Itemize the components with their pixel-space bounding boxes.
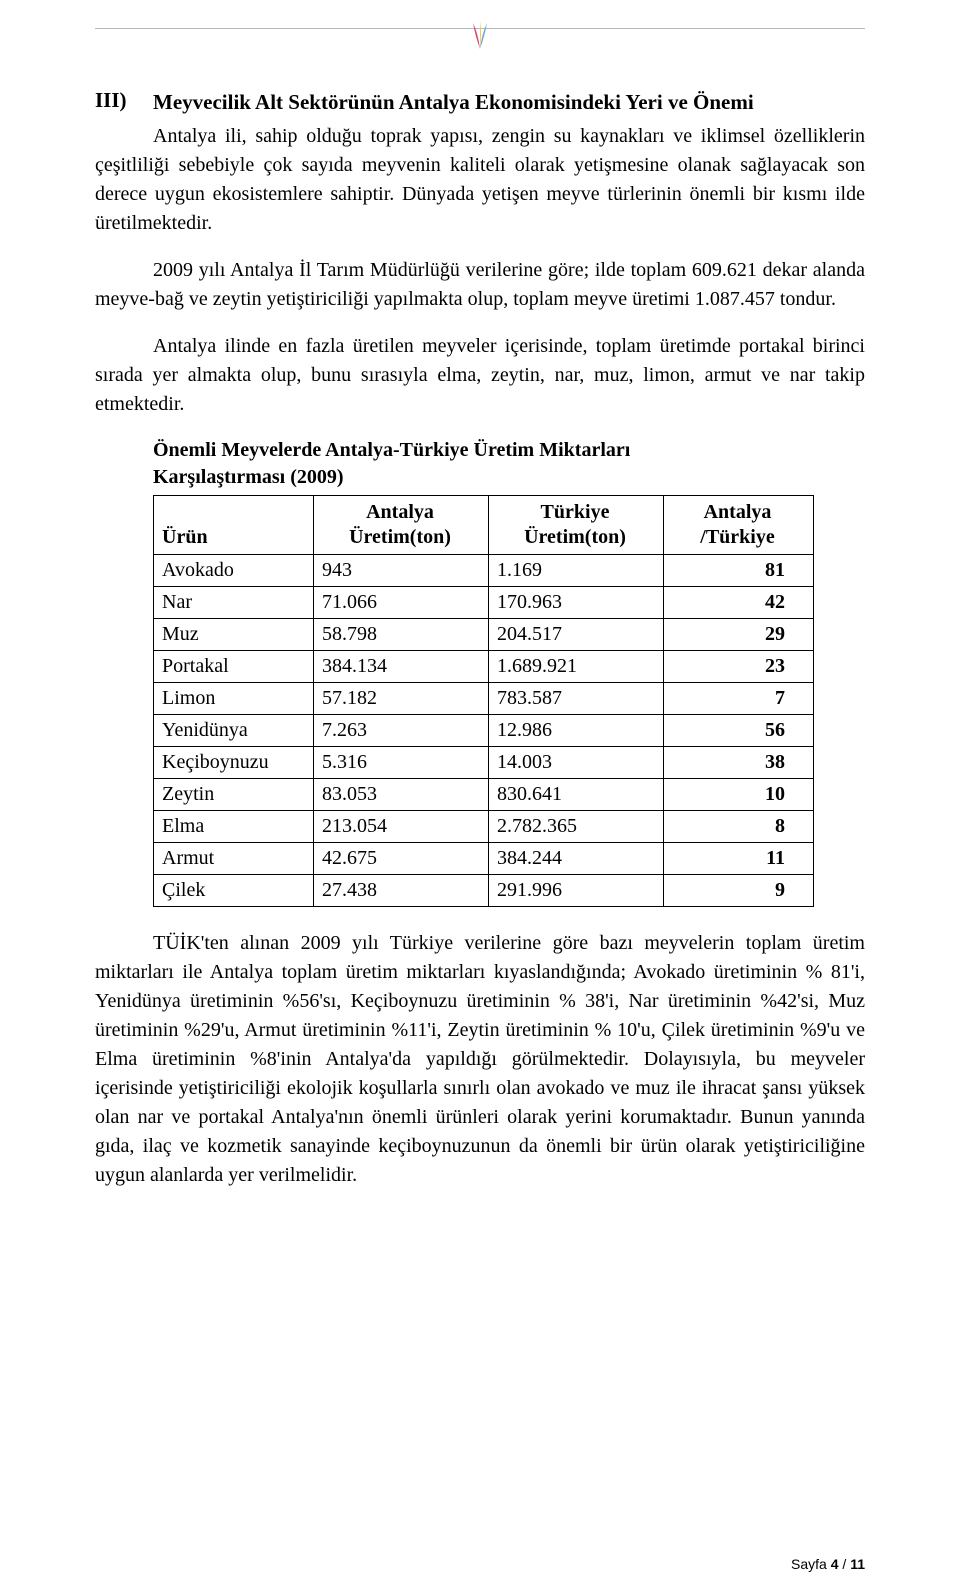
cell-product: Nar	[154, 587, 314, 619]
page-footer: Sayfa 4 / 11	[791, 1556, 865, 1572]
cell-ratio: 81	[664, 555, 814, 587]
col-header-turkiye-l2: Üretim(ton)	[524, 526, 626, 548]
cell-turkiye: 384.244	[489, 843, 664, 875]
col-header-ratio-l1: Antalya	[704, 501, 772, 523]
table-title-line1: Önemli Meyvelerde Antalya-Türkiye Üretim…	[153, 439, 630, 461]
cell-antalya: 42.675	[314, 843, 489, 875]
table-row: Zeytin 83.053 830.641 10	[154, 779, 814, 811]
footer-sep: /	[839, 1556, 851, 1572]
cell-antalya: 57.182	[314, 683, 489, 715]
cell-antalya: 5.316	[314, 747, 489, 779]
document-page: III) Meyvecilik Alt Sektörünün Antalya E…	[0, 0, 960, 1596]
cell-antalya: 83.053	[314, 779, 489, 811]
col-header-product-text: Ürün	[162, 526, 208, 548]
table-row: Muz 58.798 204.517 29	[154, 619, 814, 651]
cell-ratio: 9	[664, 875, 814, 907]
table-body: Avokado 943 1.169 81 Nar 71.066 170.963 …	[154, 555, 814, 907]
cell-product: Çilek	[154, 875, 314, 907]
table-row: Limon 57.182 783.587 7	[154, 683, 814, 715]
heading-title: Meyvecilik Alt Sektörünün Antalya Ekonom…	[153, 88, 754, 116]
cell-antalya: 27.438	[314, 875, 489, 907]
cell-ratio: 8	[664, 811, 814, 843]
cell-antalya: 71.066	[314, 587, 489, 619]
cell-turkiye: 291.996	[489, 875, 664, 907]
cell-ratio: 29	[664, 619, 814, 651]
cell-product: Portakal	[154, 651, 314, 683]
footer-current: 4	[831, 1556, 839, 1572]
col-header-turkiye: Türkiye Üretim(ton)	[489, 496, 664, 555]
cell-ratio: 23	[664, 651, 814, 683]
table-title-line2: Karşılaştırması (2009)	[153, 466, 344, 488]
col-header-ratio-l2: /Türkiye	[700, 526, 774, 548]
col-header-product: Ürün	[154, 496, 314, 555]
cell-antalya: 943	[314, 555, 489, 587]
table-row: Portakal 384.134 1.689.921 23	[154, 651, 814, 683]
cell-turkiye: 12.986	[489, 715, 664, 747]
cell-turkiye: 1.169	[489, 555, 664, 587]
col-header-antalya-l1: Antalya	[366, 501, 434, 523]
cell-product: Yenidünya	[154, 715, 314, 747]
col-header-turkiye-l1: Türkiye	[541, 501, 610, 523]
cell-ratio: 7	[664, 683, 814, 715]
cell-ratio: 38	[664, 747, 814, 779]
cell-turkiye: 204.517	[489, 619, 664, 651]
cell-product: Muz	[154, 619, 314, 651]
cell-ratio: 10	[664, 779, 814, 811]
cell-antalya: 7.263	[314, 715, 489, 747]
table-row: Yenidünya 7.263 12.986 56	[154, 715, 814, 747]
cell-turkiye: 830.641	[489, 779, 664, 811]
col-header-antalya: Antalya Üretim(ton)	[314, 496, 489, 555]
footer-total: 11	[850, 1556, 865, 1572]
cell-antalya: 384.134	[314, 651, 489, 683]
cell-turkiye: 1.689.921	[489, 651, 664, 683]
cell-product: Keçiboynuzu	[154, 747, 314, 779]
cell-ratio: 11	[664, 843, 814, 875]
cell-turkiye: 170.963	[489, 587, 664, 619]
table-row: Elma 213.054 2.782.365 8	[154, 811, 814, 843]
cell-turkiye: 783.587	[489, 683, 664, 715]
cell-turkiye: 14.003	[489, 747, 664, 779]
table-row: Keçiboynuzu 5.316 14.003 38	[154, 747, 814, 779]
paragraph-3: Antalya ilinde en fazla üretilen meyvele…	[95, 332, 865, 419]
table-row: Nar 71.066 170.963 42	[154, 587, 814, 619]
cell-antalya: 213.054	[314, 811, 489, 843]
table-row: Armut 42.675 384.244 11	[154, 843, 814, 875]
cell-product: Limon	[154, 683, 314, 715]
cell-antalya: 58.798	[314, 619, 489, 651]
table-row: Çilek 27.438 291.996 9	[154, 875, 814, 907]
paragraph-2: 2009 yılı Antalya İl Tarım Müdürlüğü ver…	[95, 256, 865, 314]
heading-number: III)	[95, 88, 153, 116]
production-table: Ürün Antalya Üretim(ton) Türkiye Üretim(…	[153, 495, 814, 907]
col-header-antalya-l2: Üretim(ton)	[349, 526, 451, 548]
paragraph-4: TÜİK'ten alınan 2009 yılı Türkiye verile…	[95, 929, 865, 1190]
cell-product: Armut	[154, 843, 314, 875]
table-title: Önemli Meyvelerde Antalya-Türkiye Üretim…	[153, 437, 865, 491]
col-header-ratio: Antalya /Türkiye	[664, 496, 814, 555]
paragraph-1: Antalya ili, sahip olduğu toprak yapısı,…	[95, 122, 865, 238]
cell-turkiye: 2.782.365	[489, 811, 664, 843]
cell-ratio: 56	[664, 715, 814, 747]
emblem-icon	[95, 21, 865, 56]
cell-product: Elma	[154, 811, 314, 843]
cell-ratio: 42	[664, 587, 814, 619]
cell-product: Zeytin	[154, 779, 314, 811]
table-row: Avokado 943 1.169 81	[154, 555, 814, 587]
footer-label: Sayfa	[791, 1556, 831, 1572]
section-heading: III) Meyvecilik Alt Sektörünün Antalya E…	[95, 88, 865, 116]
cell-product: Avokado	[154, 555, 314, 587]
table-header-row: Ürün Antalya Üretim(ton) Türkiye Üretim(…	[154, 496, 814, 555]
